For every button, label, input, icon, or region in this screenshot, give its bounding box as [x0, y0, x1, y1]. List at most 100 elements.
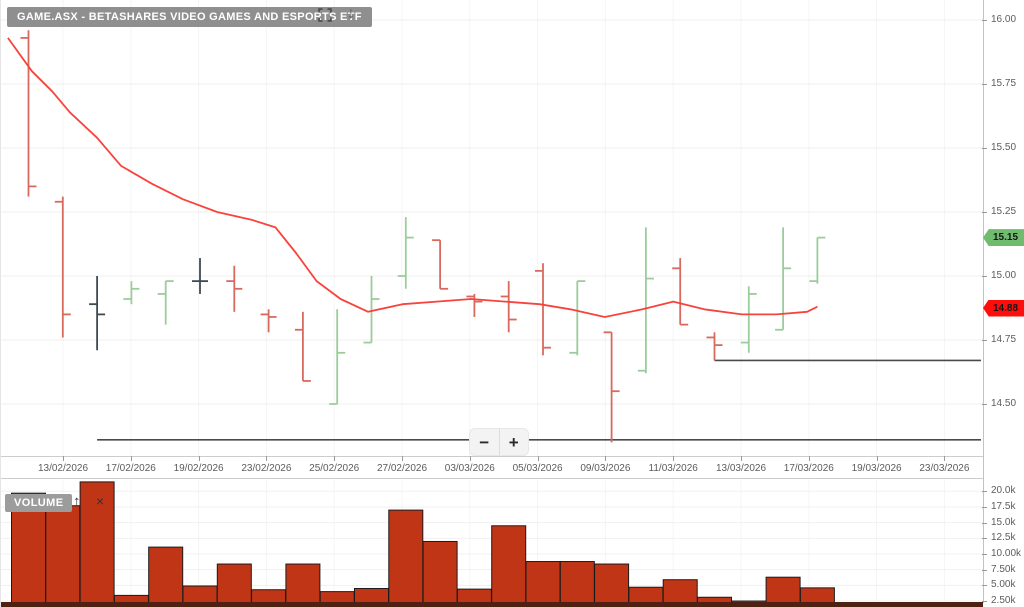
volume-tick-label: 10.00k	[991, 548, 1022, 559]
panel-close-icon[interactable]: ×	[96, 493, 105, 509]
ohlc-bar	[397, 217, 414, 289]
date-tick-mark	[130, 456, 132, 461]
date-tick-mark	[944, 456, 946, 461]
date-tick-mark	[876, 456, 878, 461]
volume-bar	[765, 576, 801, 603]
volume-bar	[456, 588, 492, 603]
volume-bar	[628, 586, 664, 604]
price-tick-mark	[982, 84, 987, 85]
ohlc-bar	[603, 331, 620, 443]
volume-bar	[285, 563, 321, 603]
zoom-control: − +	[470, 429, 528, 455]
symbol-title-badge: GAME.ASX - BETASHARES VIDEO GAMES AND ES…	[7, 7, 372, 27]
date-tick-mark	[741, 456, 742, 461]
volume-tick-mark	[982, 585, 987, 587]
volume-panel-bottom-edge	[1, 602, 983, 607]
date-tick-mark	[63, 456, 64, 461]
ohlc-bar	[294, 311, 311, 382]
arrow-down-icon[interactable]: ↓	[342, 3, 360, 25]
ohlc-bar	[226, 265, 243, 312]
ohlc-bar	[363, 276, 380, 344]
price-tick-label: 16.00	[991, 14, 1017, 25]
volume-bar	[251, 589, 287, 604]
date-tick-label: 11/03/2026	[648, 463, 698, 474]
date-tick-mark	[266, 456, 268, 461]
volume-panel-badge: VOLUME	[5, 494, 73, 512]
date-tick-mark	[469, 456, 471, 461]
date-tick-label: 09/03/2026	[580, 463, 631, 474]
price-tick-mark	[982, 340, 987, 341]
ohlc-bar	[740, 286, 757, 353]
date-tick-mark	[673, 456, 675, 461]
volume-bar	[354, 587, 389, 603]
volume-bar	[45, 505, 81, 604]
ohlc-bar	[466, 293, 483, 317]
volume-tick-label: 5.00k	[991, 579, 1016, 591]
price-tick-label: 14.50	[991, 398, 1017, 409]
volume-bar	[491, 525, 527, 603]
volume-bar	[182, 585, 218, 603]
price-axis-line	[983, 0, 984, 603]
date-tick-mark	[198, 456, 200, 461]
volume-bar	[662, 579, 698, 603]
ohlc-bar	[329, 309, 346, 405]
price-tick-label: 15.00	[991, 270, 1017, 281]
ohlc-bar	[157, 280, 174, 325]
zoom-in-button[interactable]: +	[498, 429, 529, 455]
date-tick-label: 17/02/2026	[105, 463, 156, 474]
date-tick-label: 13/03/2026	[715, 463, 767, 474]
date-tick-mark	[808, 456, 810, 461]
date-tick-label: 23/03/2026	[919, 463, 970, 474]
price-tick-label: 14.75	[991, 334, 1017, 345]
date-tick-mark	[334, 456, 336, 461]
volume-bar	[799, 587, 835, 603]
date-tick-label: 03/03/2026	[444, 463, 495, 474]
date-tick-label: 27/02/2026	[376, 463, 428, 474]
volume-tick-label: 15.0k	[991, 516, 1016, 528]
date-tick-label: 05/03/2026	[512, 463, 563, 474]
ohlc-bar	[672, 258, 689, 326]
panel-move-up-icon[interactable]: ↑	[73, 493, 81, 510]
date-tick-label: 19/02/2026	[173, 463, 224, 474]
ohlc-bar	[569, 280, 586, 356]
date-tick-mark	[605, 456, 607, 461]
ohlc-bar	[500, 281, 517, 333]
date-tick-label: 25/02/2026	[309, 463, 360, 474]
date-tick-label: 23/02/2026	[241, 463, 292, 474]
ohlc-bar	[637, 227, 654, 374]
ohlc-bar	[260, 309, 277, 333]
volume-bar	[148, 546, 184, 604]
last-price-badge: 15.15	[983, 229, 1024, 247]
volume-bar	[559, 561, 595, 603]
volume-bar	[216, 563, 252, 603]
ohlc-bar	[432, 239, 449, 290]
price-tick-label: 15.50	[991, 142, 1017, 153]
volume-panel-top-border	[1, 478, 983, 479]
date-tick-mark	[537, 456, 539, 461]
moving-average-value-badge: 14.88	[983, 299, 1024, 317]
volume-bar	[594, 563, 630, 603]
ohlc-bar	[54, 196, 71, 338]
volume-tick-label: 20.0k	[991, 485, 1016, 497]
volume-tick-label: 7.50k	[991, 563, 1016, 575]
volume-tick-mark	[982, 522, 987, 524]
ohlc-bar	[192, 258, 208, 294]
volume-tick-label: 2.50k	[991, 595, 1016, 607]
volume-tick-label: 12.5k	[991, 532, 1016, 544]
volume-bar	[79, 481, 115, 603]
date-tick-mark	[402, 456, 403, 461]
ohlc-bar	[706, 332, 723, 361]
fullscreen-icon[interactable]	[318, 8, 332, 22]
date-tick-label: 17/03/2026	[783, 463, 834, 474]
main-panel-bottom-border	[1, 456, 983, 457]
volume-tick-mark	[982, 554, 987, 555]
ohlc-bar	[775, 227, 792, 331]
volume-tick-mark	[982, 491, 987, 493]
zoom-out-button[interactable]: −	[479, 432, 490, 452]
volume-tick-mark	[982, 569, 987, 571]
volume-tick-mark	[982, 506, 987, 508]
price-tick-mark	[982, 20, 987, 21]
volume-bar	[422, 540, 458, 604]
